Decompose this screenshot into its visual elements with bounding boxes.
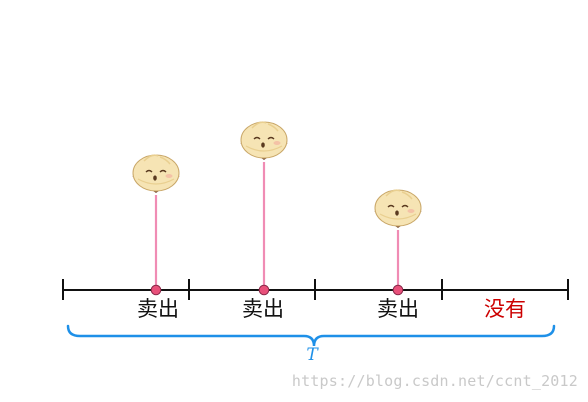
bun-body [374,189,422,227]
sale-event-3 [374,189,422,296]
bun-mouth [261,142,265,148]
bun-eye [267,136,275,140]
sale-event-1 [132,154,180,296]
bun-fold [251,121,267,129]
interval-label-t: T [306,345,319,365]
sale-event-2 [240,121,288,296]
segment-labels: 卖出 卖出 卖出 没有 [137,297,526,321]
event-dot [150,284,162,296]
segment-label-2: 卖出 [242,297,284,321]
steamed-bun-icon-3 [374,189,422,228]
event-dot [258,284,270,296]
bun-eye [387,204,395,208]
segment-label-1: 卖出 [137,297,179,321]
steamed-bun-icon-2 [240,121,288,160]
bun-eye [253,136,261,140]
bun-fold [385,189,401,197]
timeline-axis [62,279,569,300]
bun-fold [379,213,417,220]
events-layer [132,121,422,296]
watermark: https://blog.csdn.net/ccnt_2012 [291,372,578,390]
bun-fold [137,178,175,185]
bun-eye [145,169,153,173]
bun-eye [401,204,409,208]
interval-brace [66,324,556,347]
segment-label-4: 没有 [484,297,526,321]
bun-eye [159,169,167,173]
bun-fold [401,191,413,200]
segment-label-3: 卖出 [377,297,419,321]
bun-mouth [395,210,399,216]
bun-fold [143,154,159,162]
bun-blush [273,141,281,145]
bun-fold [267,123,279,132]
bun-body [132,154,180,192]
bun-mouth [153,175,157,181]
bun-body [240,121,288,159]
interval-brace-group: T [66,324,556,365]
bun-blush [165,174,173,178]
steamed-bun-icon-1 [132,154,180,193]
bun-blush [407,209,415,213]
bun-fold [159,156,171,165]
bun-fold [245,145,283,152]
event-dot [392,284,404,296]
